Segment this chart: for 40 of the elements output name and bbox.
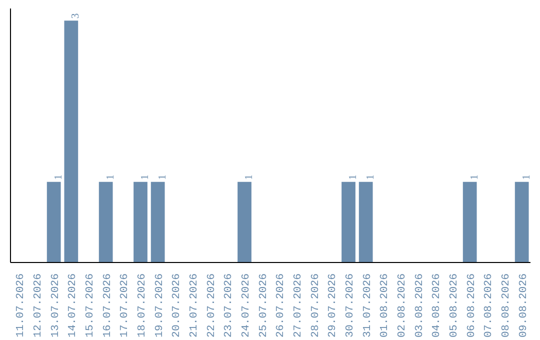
x-tick-label: 19.07.2026 [154,273,166,338]
x-tick-label: 25.07.2026 [258,273,270,338]
x-tick-label: 16.07.2026 [102,273,114,338]
x-tick-label: 07.08.2026 [483,273,496,338]
data-label: 1 [244,174,255,180]
data-label: 1 [157,174,168,180]
x-tick-label: 18.07.2026 [136,273,148,338]
data-label: 3 [70,13,82,19]
x-tick-label: 02.08.2026 [396,273,408,338]
x-tick-label: 03.08.2026 [414,273,426,338]
x-tick-label: 01.08.2026 [379,273,392,338]
x-tick-label: 26.07.2026 [275,273,288,338]
x-tick-label: 24.07.2026 [240,273,252,338]
x-tick-label: 09.08.2026 [518,273,530,338]
x-tick-label: 27.07.2026 [292,273,304,338]
x-tick-label: 20.07.2026 [171,273,184,338]
data-label: 1 [521,174,532,180]
x-tick-label: 21.07.2026 [188,273,200,338]
x-tick-label: 23.07.2026 [223,273,236,338]
x-tick-label: 28.07.2026 [310,273,322,338]
x-tick-label: 29.07.2026 [327,273,340,338]
x-tick-label: 06.08.2026 [466,273,478,338]
x-tick-label: 12.07.2026 [32,273,44,338]
x-tick-label: 30.07.2026 [344,273,356,338]
x-tick-label: 05.08.2026 [448,273,460,338]
x-tick-label: 22.07.2026 [206,273,218,338]
data-label: 1 [140,174,151,180]
x-tick-label: 15.07.2026 [84,273,96,338]
data-label: 1 [348,174,359,180]
x-tick-label: 11.07.2026 [15,273,28,338]
x-tick-label: 31.07.2026 [362,273,374,338]
x-tick-label: 14.07.2026 [67,273,80,338]
data-label: 1 [365,174,376,180]
x-tick-label: 17.07.2026 [119,273,132,338]
data-label: 1 [105,174,116,180]
data-label: 1 [53,174,64,180]
data-label: 1 [469,174,480,180]
x-tick-label: 13.07.2026 [50,273,62,338]
x-tick-label: 04.08.2026 [431,273,444,338]
x-tick-label: 08.08.2026 [500,273,512,338]
